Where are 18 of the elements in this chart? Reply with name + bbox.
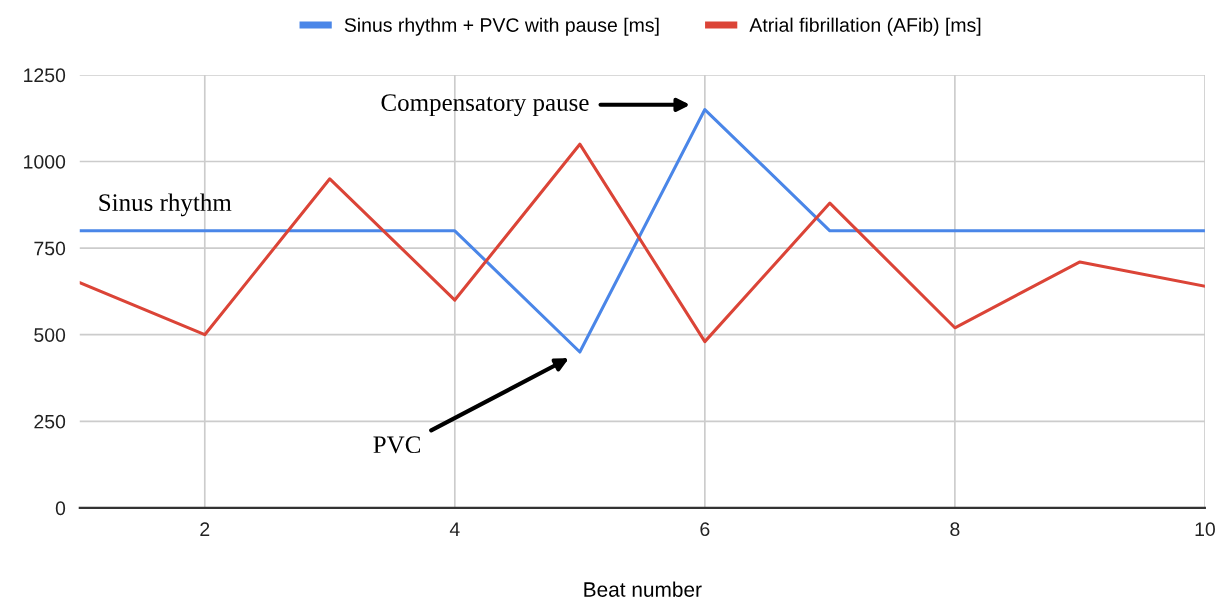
y-tick-label: 1000 [24,154,66,169]
y-tick-label: 500 [34,328,66,342]
x-tick-label: 4 [449,522,460,536]
legend-label: Sinus rhythm + PVC with pause [ms] [344,17,659,36]
y-tick-label: 250 [34,414,66,429]
annotation: Sinus rhythm [99,193,232,217]
annotation: Compensatory pause [381,94,589,117]
y-tick-label: 750 [34,241,66,256]
x-tick-label: 6 [700,522,710,537]
annotation: PVC [373,436,420,454]
y-tick-label: 0 [55,501,66,516]
x-tick-label: 2 [200,522,210,536]
x-tick-label: 10 [1195,522,1215,537]
y-tick-label: 1250 [24,68,66,83]
x-tick-label: 8 [950,522,960,537]
x-axis-title: Beat number [584,581,702,597]
line-series [79,142,1205,344]
legend-label: Atrial fibrillation (AFib) [ms] [749,17,981,36]
